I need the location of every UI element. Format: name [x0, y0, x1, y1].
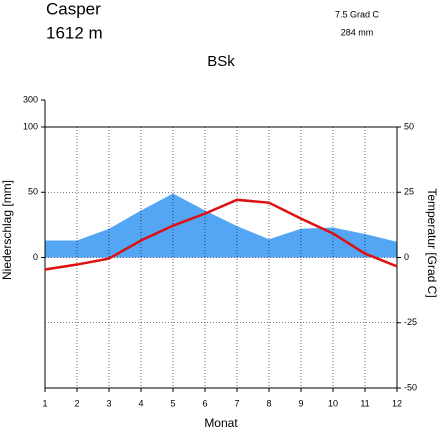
x-tick-label: 1 — [42, 398, 47, 408]
x-tick-label: 4 — [138, 398, 143, 408]
station: Casper — [46, 0, 101, 18]
chart-title: BSk — [207, 53, 235, 70]
y-tick-label: 0 — [33, 252, 38, 262]
x-tick-label: 9 — [298, 398, 303, 408]
precipitation-area — [45, 193, 397, 258]
x-tick-label: 11 — [360, 398, 369, 408]
y2-tick-label: -25 — [404, 317, 417, 327]
y2-tick-label: 25 — [404, 187, 414, 197]
x-tick-label: 5 — [170, 398, 175, 408]
annual-precipitation: 284 mm — [341, 27, 374, 37]
y2-tick-label: 50 — [404, 121, 414, 131]
temperature-line — [44, 198, 398, 271]
elevation: 1612 m — [46, 23, 103, 42]
x-axis-label: Monat — [204, 416, 238, 430]
x-tick-label: 10 — [328, 398, 338, 408]
y2-tick-label: -50 — [404, 382, 417, 392]
y-tick-label: 50 — [28, 187, 38, 197]
x-tick-label: 3 — [106, 398, 111, 408]
y2-axis-label: Temperatur [Grad C] — [425, 188, 439, 297]
y-axis-label: Niederschlag [mm] — [0, 180, 14, 280]
x-tick-label: 2 — [74, 398, 79, 408]
mean-temperature: 7.5 Grad C — [335, 9, 380, 19]
x-tick-label: 12 — [392, 398, 402, 408]
x-tick-label: 7 — [234, 398, 239, 408]
y-tick-label: 300 — [23, 94, 38, 104]
x-tick-label: 8 — [266, 398, 271, 408]
y-tick-label: 100 — [23, 121, 38, 131]
x-tick-label: 6 — [202, 398, 207, 408]
y2-tick-label: 0 — [404, 252, 409, 262]
